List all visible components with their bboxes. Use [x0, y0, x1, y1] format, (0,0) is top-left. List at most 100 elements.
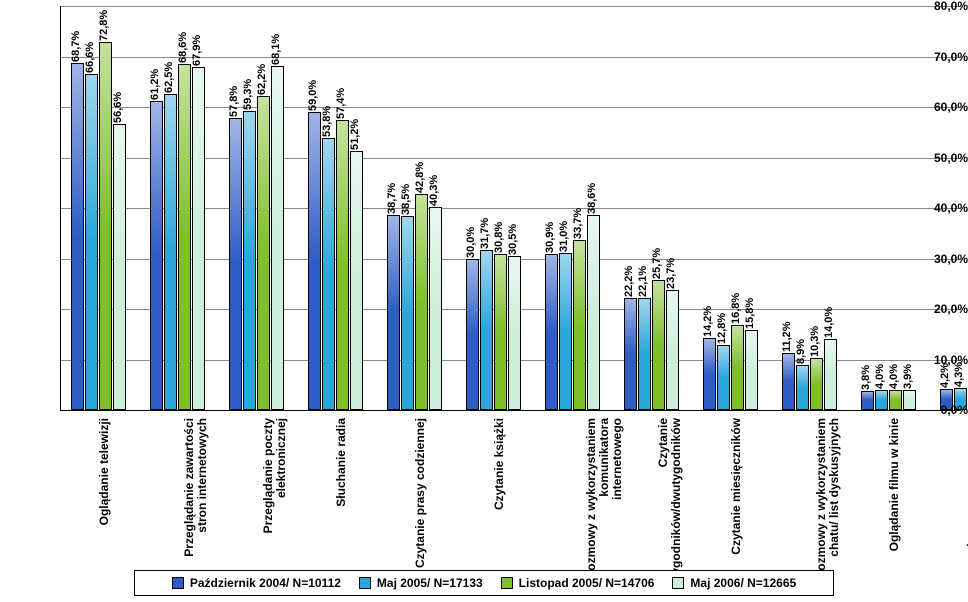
- bar: 59,0%: [308, 112, 321, 410]
- bar-group: 30,9%31,0%33,7%38,6%: [543, 6, 602, 410]
- bar-group: 68,7%66,6%72,8%56,6%: [69, 6, 128, 410]
- bar-value-label: 3,9%: [902, 364, 914, 389]
- bar-value-label: 38,5%: [400, 183, 412, 214]
- bar: 30,9%: [545, 254, 558, 410]
- x-category-label-line: chatu/ list dyskusyjnych: [828, 418, 841, 557]
- y-tick-label: 20,0%: [912, 302, 968, 316]
- bar: 31,0%: [559, 253, 572, 410]
- bar: 30,5%: [508, 256, 521, 410]
- bar: 38,5%: [401, 216, 414, 410]
- bar-value-label: 61,2%: [149, 69, 161, 100]
- bar-value-label: 4,0%: [874, 364, 886, 389]
- bar-value-label: 14,2%: [702, 306, 714, 337]
- bar: 40,3%: [429, 207, 442, 411]
- x-category-label-line: Czytanie prasy codziennej: [414, 418, 427, 568]
- bar: 61,2%: [150, 101, 163, 410]
- bar: 68,6%: [178, 64, 191, 410]
- bar-value-label: 57,4%: [335, 88, 347, 119]
- legend-swatch: [501, 577, 513, 589]
- bar-value-label: 10,3%: [809, 326, 821, 357]
- bar-group: 22,2%22,1%25,7%23,7%: [622, 6, 681, 410]
- bar-value-label: 57,8%: [228, 86, 240, 117]
- y-tick-label: 50,0%: [912, 151, 968, 165]
- bar-value-label: 68,1%: [270, 34, 282, 65]
- legend-item: Październik 2004/ N=10112: [172, 576, 341, 590]
- bar: 66,6%: [85, 74, 98, 410]
- bar-value-label: 30,5%: [507, 224, 519, 255]
- bar: 11,2%: [782, 353, 795, 410]
- y-tick-label: 60,0%: [912, 100, 968, 114]
- bar-value-label: 53,8%: [321, 106, 333, 137]
- bar: 30,8%: [494, 254, 507, 410]
- bar: 59,3%: [243, 111, 256, 410]
- bar-value-label: 68,7%: [70, 31, 82, 62]
- x-axis-labels: Oglądanie telewizjiPrzeglądanie zawartoś…: [60, 412, 958, 562]
- legend-item: Listopad 2005/ N=14706: [501, 576, 655, 590]
- legend-swatch: [672, 577, 684, 589]
- bar-value-label: 62,5%: [163, 62, 175, 93]
- bar: 51,2%: [350, 151, 363, 410]
- bar: 57,8%: [229, 118, 242, 410]
- x-category-label-line: internetowego: [611, 418, 624, 500]
- x-category-label-line: Oglądanie filmu w kinie: [888, 418, 901, 551]
- bar-value-label: 40,3%: [428, 174, 440, 205]
- bar: 62,2%: [257, 96, 270, 410]
- legend-swatch: [359, 577, 371, 589]
- bar-value-label: 33,7%: [572, 208, 584, 239]
- bar-value-label: 30,0%: [465, 226, 477, 257]
- bar: 12,8%: [717, 345, 730, 410]
- bar: 68,1%: [271, 66, 284, 410]
- x-category-label-line: komunikatora: [598, 418, 611, 497]
- bar-value-label: 72,8%: [98, 10, 110, 41]
- bar: 23,7%: [666, 290, 679, 410]
- bar: 30,0%: [466, 259, 479, 411]
- legend-label: Listopad 2005/ N=14706: [519, 576, 655, 590]
- legend-swatch: [172, 577, 184, 589]
- bar-value-label: 15,8%: [744, 298, 756, 329]
- chart-root: 68,7%66,6%72,8%56,6%61,2%62,5%68,6%67,9%…: [0, 0, 968, 602]
- bar: 31,7%: [480, 250, 493, 410]
- bar-value-label: 51,2%: [349, 119, 361, 150]
- bar-value-label: 42,8%: [414, 162, 426, 193]
- y-tick-label: 80,0%: [912, 0, 968, 13]
- bar: 42,8%: [415, 194, 428, 410]
- bar-group: 11,2%8,9%10,3%14,0%: [780, 6, 839, 410]
- legend-item: Maj 2005/ N=17133: [359, 576, 483, 590]
- bar-group: 30,0%31,7%30,8%30,5%: [464, 6, 523, 410]
- bar: 3,8%: [861, 391, 874, 410]
- bar-group: 38,7%38,5%42,8%40,3%: [385, 6, 444, 410]
- bar: 22,2%: [624, 298, 637, 410]
- bar: 57,4%: [336, 120, 349, 410]
- bar: 67,9%: [192, 67, 205, 410]
- bar-value-label: 38,6%: [586, 183, 598, 214]
- bar-value-label: 30,8%: [493, 222, 505, 253]
- legend-label: Maj 2006/ N=12665: [690, 576, 796, 590]
- bar-value-label: 3,8%: [860, 365, 872, 390]
- y-tick-label: 30,0%: [912, 252, 968, 266]
- bar: 4,0%: [875, 390, 888, 410]
- bar-group: 3,8%4,0%4,0%3,9%: [859, 6, 918, 410]
- legend-item: Maj 2006/ N=12665: [672, 576, 796, 590]
- bar-value-label: 23,7%: [665, 258, 677, 289]
- bar: 25,7%: [652, 280, 665, 410]
- bar-value-label: 59,0%: [307, 80, 319, 111]
- bar: 15,8%: [745, 330, 758, 410]
- bar: 53,8%: [322, 138, 335, 410]
- bar-value-label: 4,0%: [888, 364, 900, 389]
- bar-value-label: 68,6%: [177, 31, 189, 62]
- bar: 62,5%: [164, 94, 177, 410]
- bar-value-label: 31,0%: [558, 221, 570, 252]
- y-tick-label: 40,0%: [912, 201, 968, 215]
- bar-value-label: 66,6%: [84, 41, 96, 72]
- bar-value-label: 16,8%: [730, 293, 742, 324]
- y-tick-label: 10,0%: [912, 353, 968, 367]
- bar-value-label: 25,7%: [651, 248, 663, 279]
- bar: 72,8%: [99, 42, 112, 410]
- bar-value-label: 14,0%: [823, 307, 835, 338]
- x-category-label-line: Rozmowy z wykorzystaniem: [585, 418, 598, 579]
- x-category-label-line: Czytanie książki: [493, 418, 506, 510]
- bar: 10,3%: [810, 358, 823, 410]
- bar: 14,2%: [703, 338, 716, 410]
- bar: 56,6%: [113, 124, 126, 410]
- y-tick-label: 70,0%: [912, 50, 968, 64]
